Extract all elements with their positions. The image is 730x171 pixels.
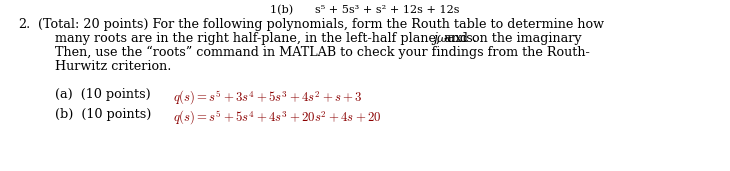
Text: $q(s) = s^5 + 3s^4 + 5s^3 + 4s^2 + s + 3$: $q(s) = s^5 + 3s^4 + 5s^3 + 4s^2 + s + 3… xyxy=(173,88,362,107)
Text: (b)  (10 points): (b) (10 points) xyxy=(55,108,155,121)
Text: Then, use the “roots” command in MATLAB to check your findings from the Routh-: Then, use the “roots” command in MATLAB … xyxy=(55,46,590,59)
Text: (a)  (10 points): (a) (10 points) xyxy=(55,88,155,101)
Text: $q(s) = s^5 + 5s^4 + 4s^3 + 20s^2 + 4s + 20$: $q(s) = s^5 + 5s^4 + 4s^3 + 20s^2 + 4s +… xyxy=(173,108,382,127)
Text: -axis.: -axis. xyxy=(444,32,478,45)
Text: (Total: 20 points) For the following polynomials, form the Routh table to determ: (Total: 20 points) For the following pol… xyxy=(38,18,604,31)
Text: 2.: 2. xyxy=(18,18,30,31)
Text: many roots are in the right half-plane, in the left-half plane, and on the imagi: many roots are in the right half-plane, … xyxy=(55,32,585,45)
Text: Hurwitz criterion.: Hurwitz criterion. xyxy=(55,60,172,73)
Text: 1(b)      s⁵ + 5s³ + s² + 12s + 12s: 1(b) s⁵ + 5s³ + s² + 12s + 12s xyxy=(270,5,460,15)
Text: jω: jω xyxy=(433,32,447,45)
